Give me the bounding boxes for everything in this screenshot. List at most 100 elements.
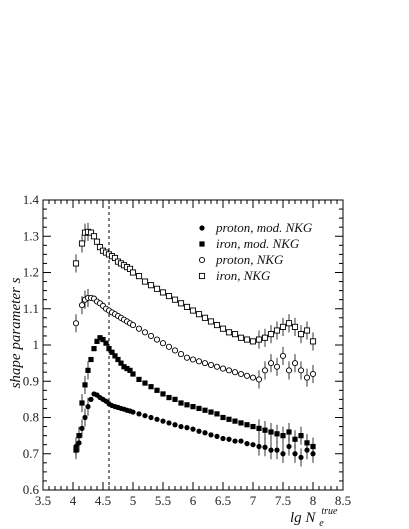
data-point	[153, 336, 161, 343]
data-point	[231, 331, 239, 338]
data-point	[141, 278, 149, 285]
data-point	[165, 343, 173, 350]
data-point	[237, 334, 245, 341]
data-point	[129, 269, 137, 276]
x-tick-label: 8.5	[335, 493, 351, 508]
data-point	[268, 447, 274, 453]
data-point	[201, 314, 209, 321]
data-point	[238, 420, 244, 426]
data-point	[232, 418, 238, 424]
data-point	[226, 416, 232, 422]
data-point	[249, 374, 257, 381]
data-point	[73, 447, 79, 453]
data-point	[285, 367, 293, 374]
legend-marker	[199, 225, 205, 231]
legend-label: iron, mod. NKG	[216, 236, 300, 251]
series-3	[72, 222, 317, 351]
y-tick-label: 1.4	[23, 192, 40, 207]
data-point	[171, 347, 179, 354]
data-point	[178, 400, 184, 406]
data-point	[190, 426, 196, 432]
data-point	[196, 428, 202, 434]
data-point	[273, 327, 281, 334]
data-point	[148, 414, 154, 421]
data-point	[94, 338, 100, 344]
data-point	[202, 430, 208, 436]
data-point	[91, 346, 97, 352]
y-axis-title: shape parameter s	[8, 277, 24, 388]
legend-label: proton, NKG	[215, 252, 284, 267]
data-point	[90, 233, 98, 240]
data-point	[183, 303, 191, 310]
data-point	[232, 438, 238, 444]
data-point	[72, 260, 80, 267]
data-point	[85, 404, 91, 410]
data-point	[309, 370, 317, 378]
data-point	[219, 365, 227, 372]
data-point	[88, 356, 94, 363]
data-point	[250, 442, 256, 448]
data-point	[274, 431, 280, 437]
data-point	[225, 367, 233, 374]
data-point	[286, 443, 292, 450]
data-point	[297, 367, 305, 374]
data-point	[261, 334, 269, 341]
data-point	[82, 382, 88, 388]
data-point	[280, 451, 286, 457]
data-point	[85, 367, 91, 373]
data-point	[244, 441, 250, 447]
x-tick-label: 5.5	[155, 493, 171, 508]
data-point	[135, 325, 143, 332]
data-point	[166, 394, 172, 401]
data-point	[78, 240, 86, 247]
data-point	[261, 367, 269, 374]
data-point	[136, 376, 142, 383]
data-point	[219, 325, 227, 332]
data-point	[184, 402, 190, 408]
data-point	[303, 327, 311, 334]
data-point	[124, 365, 130, 372]
data-point	[115, 356, 121, 363]
data-point	[100, 336, 106, 343]
series-0	[73, 391, 316, 467]
data-point	[147, 332, 155, 339]
data-point	[141, 329, 149, 336]
data-point	[201, 360, 209, 367]
data-point	[127, 367, 133, 373]
x-tick-label: 6.5	[215, 493, 231, 508]
y-tick-label: 1	[33, 337, 40, 352]
legend-marker	[198, 256, 206, 264]
data-point	[291, 360, 299, 367]
data-point	[147, 282, 155, 289]
data-point	[238, 438, 244, 444]
data-point	[103, 340, 109, 346]
data-point	[243, 372, 251, 379]
legend-marker	[199, 241, 205, 247]
x-axis-title-superscript: true	[321, 506, 338, 517]
data-point	[88, 396, 94, 402]
data-point	[189, 356, 197, 363]
data-point	[267, 360, 275, 367]
data-point	[136, 411, 142, 417]
data-point	[279, 323, 287, 330]
data-point	[304, 440, 310, 446]
data-point	[177, 351, 185, 358]
data-point	[213, 322, 221, 329]
data-point	[208, 432, 214, 438]
data-point	[291, 323, 299, 330]
x-tick-label: 3.5	[35, 493, 51, 508]
x-tick-label: 7.5	[275, 493, 291, 508]
data-point	[121, 364, 127, 370]
data-point	[280, 433, 286, 439]
data-point	[79, 425, 85, 431]
data-point	[195, 358, 203, 365]
data-point	[160, 391, 166, 397]
data-point	[202, 407, 208, 413]
series-2	[72, 288, 317, 389]
data-point	[309, 338, 317, 345]
data-point	[183, 354, 191, 361]
x-axis-title-subscript: e	[319, 518, 324, 529]
data-point	[250, 423, 256, 430]
